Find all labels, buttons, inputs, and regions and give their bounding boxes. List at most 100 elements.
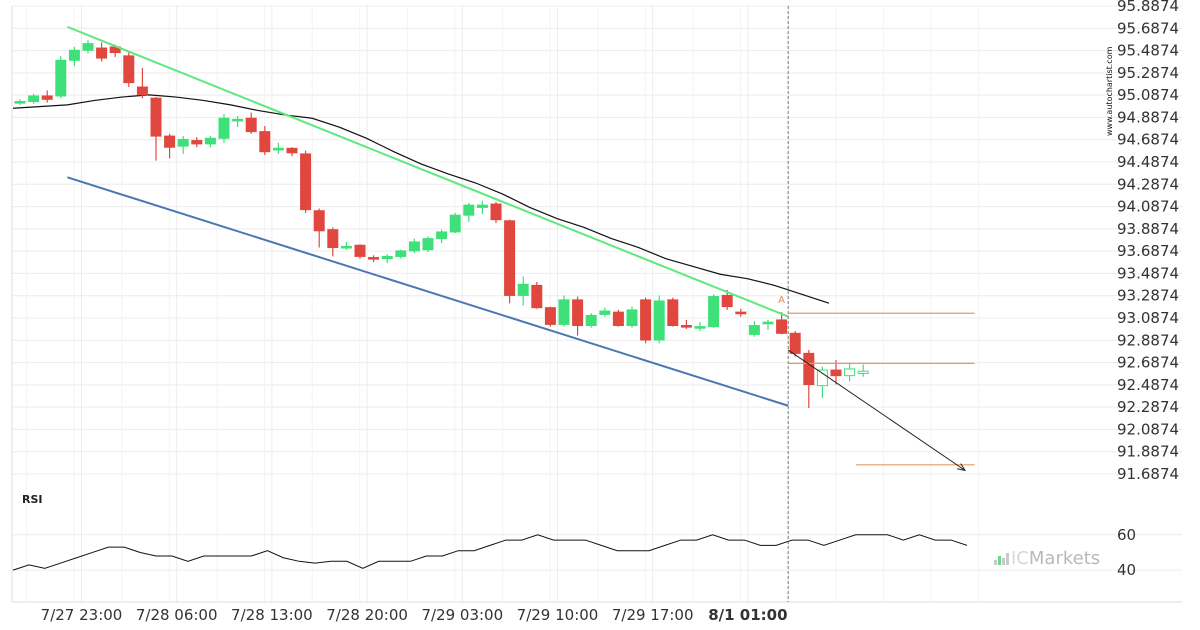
candle-body: [41, 95, 53, 100]
rsi-layer: [12, 534, 968, 571]
time-tick-label: 7/29 03:00: [421, 606, 503, 624]
price-tick-label: 93.0874: [1117, 309, 1179, 327]
price-tick-label: 95.4874: [1117, 42, 1179, 60]
candle-body: [191, 140, 203, 145]
price-tick-label: 92.0874: [1117, 420, 1179, 438]
time-tick-label: 7/28 13:00: [231, 606, 313, 624]
price-tick-label: 94.8874: [1117, 108, 1179, 126]
candle-body: [232, 118, 244, 122]
price-tick-label: 94.6874: [1117, 131, 1179, 149]
candle-body: [136, 86, 148, 96]
projection-arrowhead: [957, 463, 967, 472]
candle-body: [830, 369, 842, 377]
candle-body: [82, 43, 94, 51]
candle-body: [218, 117, 230, 139]
candle-body: [748, 325, 760, 335]
brand-logo-bar-3: [1002, 558, 1005, 565]
price-tick-label: 94.0874: [1117, 198, 1179, 216]
price-tick-label: 95.8874: [1117, 0, 1179, 15]
price-tick-label: 93.4874: [1117, 264, 1179, 282]
candle-body: [123, 55, 135, 84]
candle-body: [204, 137, 216, 145]
candle-body: [463, 204, 475, 216]
candle-body: [286, 147, 298, 154]
candle-body: [55, 59, 67, 97]
candle-body: [177, 138, 189, 147]
projection-line: [787, 349, 966, 471]
price-tick-label: 92.6874: [1117, 354, 1179, 372]
price-tick-label: 92.4874: [1117, 376, 1179, 394]
candle-body: [599, 310, 611, 315]
price-tick-label: 92.8874: [1117, 331, 1179, 349]
candle-body: [789, 332, 801, 354]
candle-body: [14, 101, 26, 104]
candle-body: [585, 314, 597, 327]
candle-body: [395, 250, 407, 257]
candle-body: [708, 296, 720, 328]
candle-body: [272, 147, 284, 151]
time-tick-label: 7/29 17:00: [612, 606, 694, 624]
price-tick-label: 93.6874: [1117, 242, 1179, 260]
candle-body: [803, 352, 815, 386]
rsi-label: RSI: [22, 493, 43, 506]
upper-trend-line: [67, 25, 789, 318]
candle-body: [340, 245, 352, 249]
price-tick-label: 91.6874: [1117, 465, 1179, 483]
candle-body: [300, 153, 312, 211]
candle-body: [735, 311, 747, 315]
brand-logo-bar-2: [998, 556, 1001, 565]
rsi-tick-label: 60: [1117, 526, 1136, 544]
candle-body: [653, 300, 665, 341]
candle-body: [422, 238, 434, 251]
candle-body: [96, 47, 108, 59]
time-tick-label: 8/1 01:00: [708, 606, 787, 624]
candle-body: [667, 299, 679, 327]
rsi-line: [12, 534, 968, 571]
candle-body: [680, 325, 692, 328]
candle-body: [449, 214, 461, 233]
rsi-axis: 60 40: [1117, 526, 1136, 579]
pattern-marker: A: [778, 295, 785, 306]
candle-body: [626, 309, 638, 327]
price-axis: 95.8874 95.6874 95.4874 95.2874 95.0874 94.88…: [1117, 0, 1179, 483]
watermark: www.autochartist.com: [1105, 46, 1114, 136]
candle-body: [504, 220, 516, 296]
candle-body: [436, 231, 448, 240]
moving-average-layer: [12, 94, 830, 304]
candle-body: [572, 299, 584, 327]
price-tick-label: 93.2874: [1117, 287, 1179, 305]
price-tick-label: 95.0874: [1117, 86, 1179, 104]
candle-body: [721, 294, 733, 308]
candle-body: [762, 321, 774, 325]
grid-lines: [11, 5, 1182, 603]
brand-text: ICMarkets: [1011, 548, 1100, 569]
candle-body: [476, 204, 488, 208]
candle-body: [694, 326, 706, 329]
candle-body: [245, 117, 257, 133]
candle-body: [531, 284, 543, 309]
candle-body: [150, 97, 162, 137]
candle-body: [544, 307, 556, 325]
rsi-tick-label: 40: [1117, 561, 1136, 579]
candles-layer: [14, 40, 869, 408]
time-axis: 7/27 23:00 7/28 06:00 7/28 13:00 7/28 20:00…: [41, 606, 788, 624]
candle-body: [354, 244, 366, 257]
candle-body: [68, 49, 80, 61]
candle-body: [517, 283, 529, 296]
price-tick-label: 94.4874: [1117, 153, 1179, 171]
candle-body: [490, 203, 502, 221]
candle-body: [164, 135, 176, 148]
candle-body: [816, 369, 828, 387]
candle-body: [259, 131, 271, 153]
candle-body: [844, 368, 856, 377]
lower-trend-line: [67, 176, 789, 407]
candle-body: [408, 241, 420, 252]
time-tick-label: 7/27 23:00: [41, 606, 123, 624]
moving-average-line: [12, 94, 830, 304]
candle-body: [558, 299, 570, 325]
candle-body: [368, 257, 380, 260]
brand-logo-bar-4: [1006, 553, 1009, 565]
pattern-layer: A: [67, 6, 975, 602]
price-tick-label: 95.2874: [1117, 64, 1179, 82]
